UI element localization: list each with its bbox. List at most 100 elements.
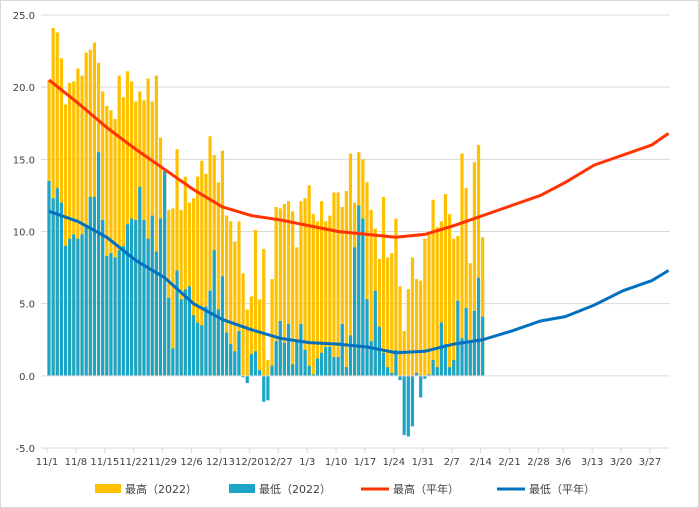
- line-high-normal: [48, 78, 670, 239]
- bar-high: [394, 218, 398, 376]
- bar-low: [435, 367, 439, 376]
- bar-low: [253, 351, 258, 376]
- bar-high: [472, 162, 476, 376]
- bar-high: [435, 227, 439, 376]
- bar-high: [68, 82, 72, 376]
- bar-high: [311, 214, 315, 376]
- bar-low: [237, 331, 241, 376]
- bar-low: [324, 346, 328, 376]
- bar-high: [398, 286, 402, 376]
- bar-low: [249, 354, 253, 376]
- bar-low: [63, 245, 68, 376]
- bar-high: [291, 211, 295, 376]
- bar-low: [472, 310, 476, 376]
- y-tick-label: 25.0: [13, 11, 35, 22]
- bar-high: [117, 75, 121, 376]
- bar-low: [196, 322, 200, 376]
- bar-low: [163, 170, 167, 376]
- bar-low: [76, 238, 80, 376]
- bar-low: [142, 219, 146, 376]
- bar-low: [183, 289, 187, 376]
- bar-high: [303, 198, 307, 376]
- bar-high: [468, 263, 472, 376]
- bar-low: [295, 339, 299, 376]
- bar-high: [481, 237, 485, 376]
- x-tick-label: 2/28: [527, 457, 549, 468]
- bar-low: [167, 297, 171, 376]
- bar-low: [55, 188, 59, 376]
- bar-low: [200, 325, 204, 376]
- bar-low: [353, 247, 357, 376]
- y-tick-label: 0.0: [19, 372, 35, 383]
- legend-label-low-normal: 最低（平年）: [529, 482, 595, 496]
- x-tick-label: 2/21: [498, 457, 520, 468]
- bar-high: [286, 201, 291, 376]
- bar-low: [47, 180, 51, 376]
- bar-low: [361, 218, 365, 376]
- bar-low: [274, 341, 278, 376]
- bar-low: [80, 234, 84, 376]
- x-tick-label: 12/13: [206, 457, 235, 468]
- bar-low: [125, 224, 130, 376]
- bar-high: [208, 136, 212, 376]
- bar-high: [448, 214, 452, 376]
- bar-high: [344, 191, 348, 376]
- x-tick-label: 12/6: [180, 457, 202, 468]
- bar-high: [191, 198, 196, 376]
- bar-high: [204, 173, 208, 376]
- bar-low: [423, 375, 427, 379]
- bar-low: [212, 250, 216, 376]
- bar-low: [332, 357, 336, 376]
- bar-high: [423, 238, 427, 376]
- legend-swatch-low-2022: [229, 484, 255, 493]
- bar-low: [92, 196, 97, 376]
- bar-high: [175, 149, 179, 376]
- bar-low: [476, 277, 481, 376]
- bar-low: [398, 375, 402, 381]
- bar-low: [394, 349, 398, 376]
- bar-low: [262, 375, 266, 402]
- bar-low: [282, 342, 287, 376]
- x-tick-label: 3/13: [581, 457, 603, 468]
- bar-low: [348, 335, 353, 376]
- y-tick-label: -5.0: [15, 444, 35, 455]
- bar-low: [208, 290, 212, 376]
- bar-low: [344, 367, 348, 376]
- bar-high: [171, 208, 175, 376]
- bar-high: [381, 196, 386, 376]
- bar-low: [138, 186, 142, 376]
- bar-high: [237, 221, 241, 376]
- bar-high: [196, 176, 200, 376]
- bar-low: [270, 365, 274, 376]
- bar-low: [113, 257, 117, 376]
- bar-high: [278, 208, 282, 376]
- bar-low: [410, 375, 415, 427]
- bar-high: [253, 230, 258, 376]
- bar-high: [324, 221, 328, 376]
- x-tick-label: 1/24: [383, 457, 405, 468]
- bar-high: [80, 75, 84, 376]
- x-tick-label: 1/3: [299, 457, 315, 468]
- bar-low: [175, 270, 179, 376]
- bar-low: [460, 338, 464, 376]
- bar-high: [266, 359, 270, 376]
- bar-high: [390, 253, 394, 376]
- bar-low: [381, 352, 386, 376]
- bar-low: [134, 219, 138, 376]
- bar-low: [369, 341, 373, 376]
- bar-high: [348, 153, 353, 376]
- bar-high: [406, 289, 410, 376]
- bar-low: [68, 238, 72, 376]
- bar-high: [476, 144, 481, 376]
- bar-low: [443, 344, 448, 376]
- bar-low: [96, 152, 101, 376]
- bar-low: [307, 365, 311, 376]
- bar-low: [311, 374, 315, 376]
- bar-high: [315, 221, 320, 376]
- line-low-normal: [48, 209, 670, 355]
- x-tick-label: 2/14: [469, 457, 491, 468]
- bar-low: [319, 352, 324, 376]
- x-tick-label: 11/29: [148, 457, 177, 468]
- bar-low: [171, 348, 175, 376]
- bar-high: [439, 221, 443, 376]
